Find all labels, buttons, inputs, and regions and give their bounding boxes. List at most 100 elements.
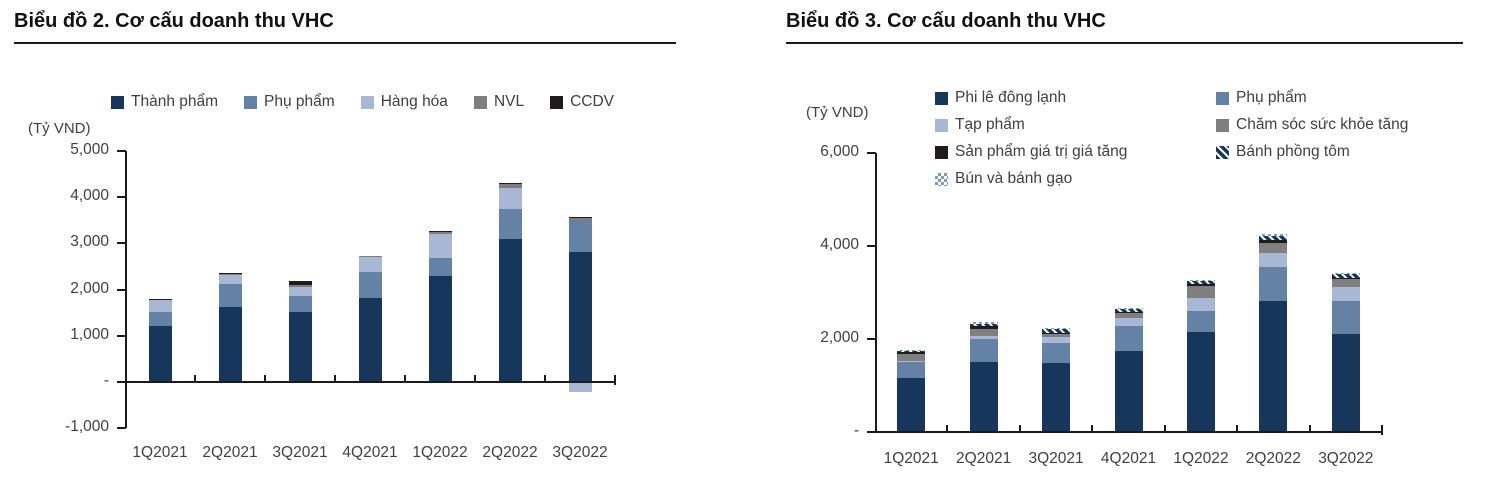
bar-segment xyxy=(1114,311,1143,313)
x-category-label: 2Q2022 xyxy=(1245,450,1301,467)
bar-segment xyxy=(148,325,172,382)
bar-segment xyxy=(1042,336,1071,344)
chart-title: Biểu đồ 3. Cơ cấu doanh thu VHC xyxy=(786,8,1463,44)
y-tick-label: 3,000 xyxy=(70,233,109,251)
chart-panel-revenue-structure-2: Biểu đồ 2. Cơ cấu doanh thu VHC Thành ph… xyxy=(14,8,676,461)
chart-title: Biểu đồ 2. Cơ cấu doanh thu VHC xyxy=(14,8,676,44)
x-axis-line xyxy=(125,380,615,383)
bar-segment xyxy=(1114,312,1143,318)
y-tick xyxy=(867,245,876,247)
bar-segment xyxy=(969,322,998,324)
bar-segment xyxy=(1186,298,1215,312)
bar-segment xyxy=(568,220,592,252)
y-tick xyxy=(117,380,126,383)
x-axis-line xyxy=(875,431,1382,433)
y-tick-label: 5,000 xyxy=(70,141,109,158)
y-axis-line xyxy=(125,151,127,428)
bar-segment xyxy=(969,362,998,432)
x-category-label: 3Q2021 xyxy=(1028,450,1084,467)
legend-swatch-icon xyxy=(550,95,564,109)
bar-segment xyxy=(1331,273,1360,278)
bar-segment xyxy=(218,306,242,382)
bar-segment xyxy=(1186,285,1215,299)
bar-segment xyxy=(1042,343,1071,363)
legend-swatch-icon xyxy=(1216,91,1229,105)
bar-segment xyxy=(1259,240,1288,243)
bar-segment xyxy=(1186,279,1215,281)
legend-label: Thành phẩm xyxy=(131,93,219,110)
y-tick xyxy=(117,288,126,291)
bar-segment xyxy=(428,234,452,258)
bar-segment xyxy=(358,257,382,272)
y-tick-label: 4,000 xyxy=(820,236,859,253)
legend-swatch-icon xyxy=(360,95,374,109)
bar-segment xyxy=(428,257,452,277)
bar-segment xyxy=(1186,283,1215,286)
y-tick xyxy=(117,427,126,429)
bar-segment xyxy=(498,239,522,382)
legend-swatch-icon xyxy=(935,145,948,159)
x-tick xyxy=(1381,425,1383,435)
legend-label: Chăm sóc sức khỏe tăng xyxy=(1236,116,1409,133)
bar-segment xyxy=(428,231,452,235)
legend: Thành phẩm Phụ phẩm Hàng hóa NVL CCDV xyxy=(111,92,614,112)
legend-item: Bún và bánh gạo xyxy=(935,169,1216,189)
y-tick xyxy=(117,150,126,152)
bar-segment xyxy=(568,216,592,218)
y-tick-label: 2,000 xyxy=(70,279,109,297)
plot-area: 6,000 4,000 2,000 - 1Q2021 2Q2021 3Q2021 4Q2021… xyxy=(820,143,1383,467)
bar-segment xyxy=(1186,332,1215,432)
x-category-label: 3Q2022 xyxy=(552,444,608,461)
bar-segment xyxy=(568,251,592,382)
x-category-label: 4Q2021 xyxy=(342,444,398,461)
x-tick xyxy=(474,374,476,381)
bar-segment xyxy=(288,286,312,296)
bar-segment xyxy=(148,312,172,326)
y-tick xyxy=(117,242,126,245)
bar-segment xyxy=(218,284,242,307)
bar-segment xyxy=(1114,317,1143,327)
bar-segment xyxy=(969,323,998,327)
legend-label: Hàng hóa xyxy=(380,93,448,110)
x-category-label: 3Q2021 xyxy=(272,444,328,461)
x-tick xyxy=(1091,425,1094,431)
x-tick xyxy=(1163,425,1166,431)
bar-segment xyxy=(288,285,312,287)
bar-segment xyxy=(498,187,522,210)
bar-segment xyxy=(897,353,926,361)
bar-segment xyxy=(1331,334,1360,432)
bar-segment xyxy=(568,381,592,393)
legend-label: Phi lê đông lạnh xyxy=(955,89,1067,106)
legend-item: CCDV xyxy=(550,92,614,112)
bar-segment xyxy=(1259,252,1288,267)
y-tick-label: 6,000 xyxy=(820,143,859,160)
x-tick xyxy=(194,374,196,381)
bar-segment xyxy=(498,184,522,188)
chart-panel-revenue-structure-3: Biểu đồ 3. Cơ cấu doanh thu VHC Phi lê đ… xyxy=(786,8,1463,467)
bar-segment xyxy=(897,377,926,432)
legend-swatch-icon xyxy=(244,95,258,109)
bar-segment xyxy=(1186,311,1215,333)
bar-segment xyxy=(1114,309,1143,312)
bar-segment xyxy=(1114,308,1143,310)
bar-segment xyxy=(1114,351,1143,432)
bar-segment xyxy=(288,295,312,313)
bar-segment xyxy=(148,300,172,313)
x-category-label: 2Q2021 xyxy=(202,444,258,461)
bar-segment xyxy=(358,297,382,382)
bar-segment xyxy=(1042,328,1071,333)
legend-label: Tạp phẩm xyxy=(955,116,1025,133)
bar-segment xyxy=(1331,286,1360,302)
bar-segment xyxy=(1042,327,1071,329)
bar-segment xyxy=(897,352,926,354)
x-tick xyxy=(946,425,949,431)
x-tick xyxy=(1018,425,1021,431)
x-tick xyxy=(264,374,266,381)
legend-label: Phụ phẩm xyxy=(264,93,335,110)
y-tick xyxy=(867,152,876,154)
y-tick-label: - xyxy=(103,371,109,389)
legend-swatch-icon xyxy=(1216,145,1229,159)
legend: Phi lê đông lạnh Phụ phẩm Tạp phẩm Chăm sóc… xyxy=(935,88,1408,189)
bar-segment xyxy=(218,275,242,285)
